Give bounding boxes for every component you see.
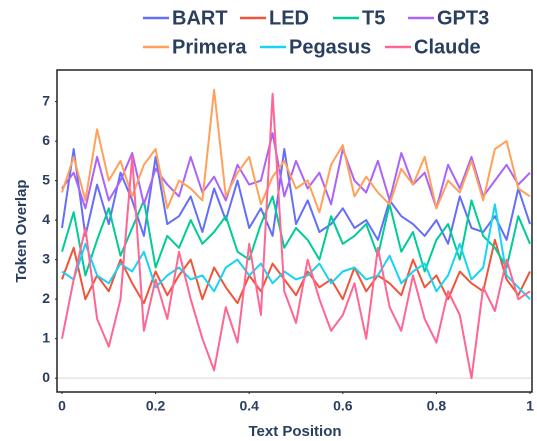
legend-label: BART: [172, 7, 228, 29]
x-tick-label: 0.8: [427, 398, 447, 414]
legend-label: Pegasus: [289, 36, 371, 58]
y-tick-label: 6: [42, 132, 50, 148]
series-line: [61, 132, 531, 210]
series-line: [61, 92, 531, 380]
y-axis-title: Token Overlap: [13, 179, 30, 282]
y-tick-label: 7: [42, 92, 50, 108]
y-tick-label: 5: [42, 171, 50, 187]
legend-label: LED: [269, 7, 309, 29]
x-axis-title: Text Position: [248, 423, 341, 440]
series-line: [61, 195, 531, 277]
series-line: [61, 238, 531, 305]
series-line: [61, 148, 531, 245]
series-line: [61, 88, 531, 214]
legend-label: Claude: [414, 36, 481, 58]
x-tick-label: 0.4: [239, 398, 259, 414]
y-tick-label: 1: [42, 329, 50, 345]
x-tick-label: 1: [526, 398, 534, 414]
y-tick-label: 2: [42, 290, 50, 306]
y-tick-label: 3: [42, 250, 50, 266]
legend-label: T5: [362, 7, 385, 29]
legend-label: GPT3: [437, 7, 489, 29]
x-tick-label: 0: [58, 398, 66, 414]
x-tick-label: 0.2: [146, 398, 166, 414]
x-tick-label: 0.6: [333, 398, 353, 414]
y-tick-label: 4: [42, 211, 50, 227]
plot-frame: [56, 69, 533, 393]
legend-label: Primera: [172, 36, 247, 58]
y-tick-label: 0: [42, 369, 50, 385]
